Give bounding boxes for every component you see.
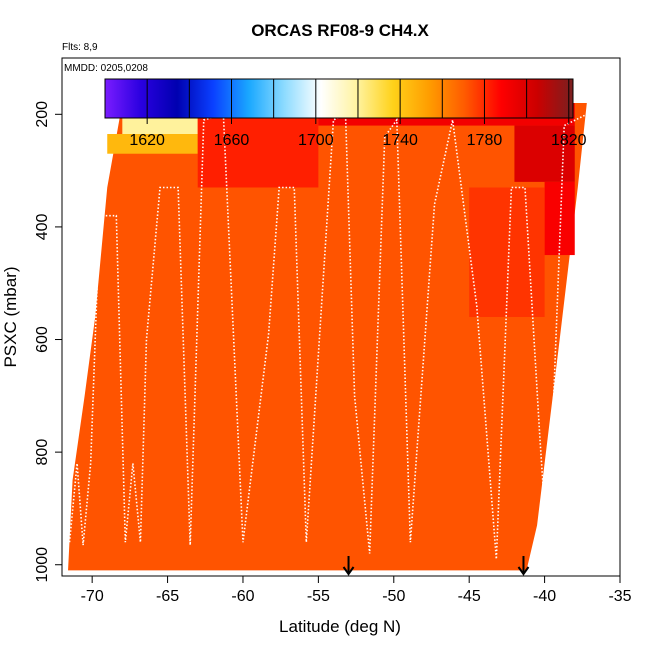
dates-note: MMDD: 0205,0208: [64, 63, 148, 74]
y-axis: 200 400 600 800 1000: [34, 101, 63, 583]
heatmap-background: [68, 103, 587, 571]
y-tick-label: 400: [34, 213, 51, 240]
x-tick-label: -60: [231, 588, 254, 605]
flight-track: [68, 113, 588, 560]
arrow-marker: [517, 556, 530, 576]
heatmap-cell: [122, 117, 198, 135]
flights-note: Flts: 8,9: [62, 42, 98, 53]
chart-title: ORCAS RF08-9 CH4.X: [251, 21, 429, 40]
arrow-marker: [342, 556, 355, 576]
x-tick-label: -45: [458, 588, 481, 605]
y-axis-label: PSXC (mbar): [1, 266, 20, 367]
heatmap-cell: [107, 134, 198, 154]
colorbar-tick-label: 1780: [467, 132, 503, 149]
colorbar-tick-label: 1620: [129, 132, 165, 149]
plot-area: [68, 103, 588, 571]
x-tick-label: -65: [156, 588, 179, 605]
colorbar-tick-label: 1660: [214, 132, 250, 149]
x-tick-label: -55: [307, 588, 330, 605]
flight-track-line: [68, 113, 588, 560]
y-tick-label: 600: [34, 326, 51, 353]
x-axis: -70 -65 -60 -55 -50 -45 -40 -35: [81, 575, 632, 605]
colorbar-gradient: [105, 79, 573, 118]
x-tick-label: -70: [81, 588, 104, 605]
x-tick-label: -35: [608, 588, 631, 605]
colorbar: 1620 1660 1700 1740 1780 1820: [104, 78, 587, 149]
x-tick-label: -40: [533, 588, 556, 605]
heatmap-cell: [469, 187, 545, 317]
x-axis-label: Latitude (deg N): [279, 617, 401, 636]
colorbar-tick-label: 1700: [298, 132, 334, 149]
y-tick-label: 200: [34, 101, 51, 128]
colorbar-tick-label: 1740: [382, 132, 418, 149]
heatmap: [68, 103, 587, 571]
colorbar-frame: [104, 78, 574, 119]
x-tick-label: -50: [382, 588, 405, 605]
colorbar-tick-label: 1820: [551, 132, 587, 149]
heatmap-cell: [514, 125, 575, 182]
y-tick-label: 800: [34, 439, 51, 466]
y-tick-label: 1000: [34, 547, 51, 583]
arrow-markers: [342, 556, 530, 576]
